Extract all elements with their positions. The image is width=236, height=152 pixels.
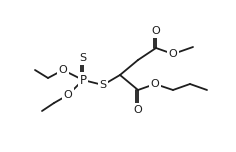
Text: O: O — [64, 90, 72, 100]
Text: S: S — [80, 53, 87, 63]
Text: O: O — [59, 65, 67, 75]
Text: O: O — [151, 79, 159, 89]
Text: P: P — [80, 74, 87, 86]
Text: O: O — [152, 26, 160, 36]
Text: O: O — [134, 105, 142, 115]
Text: S: S — [99, 80, 107, 90]
Text: O: O — [169, 49, 177, 59]
